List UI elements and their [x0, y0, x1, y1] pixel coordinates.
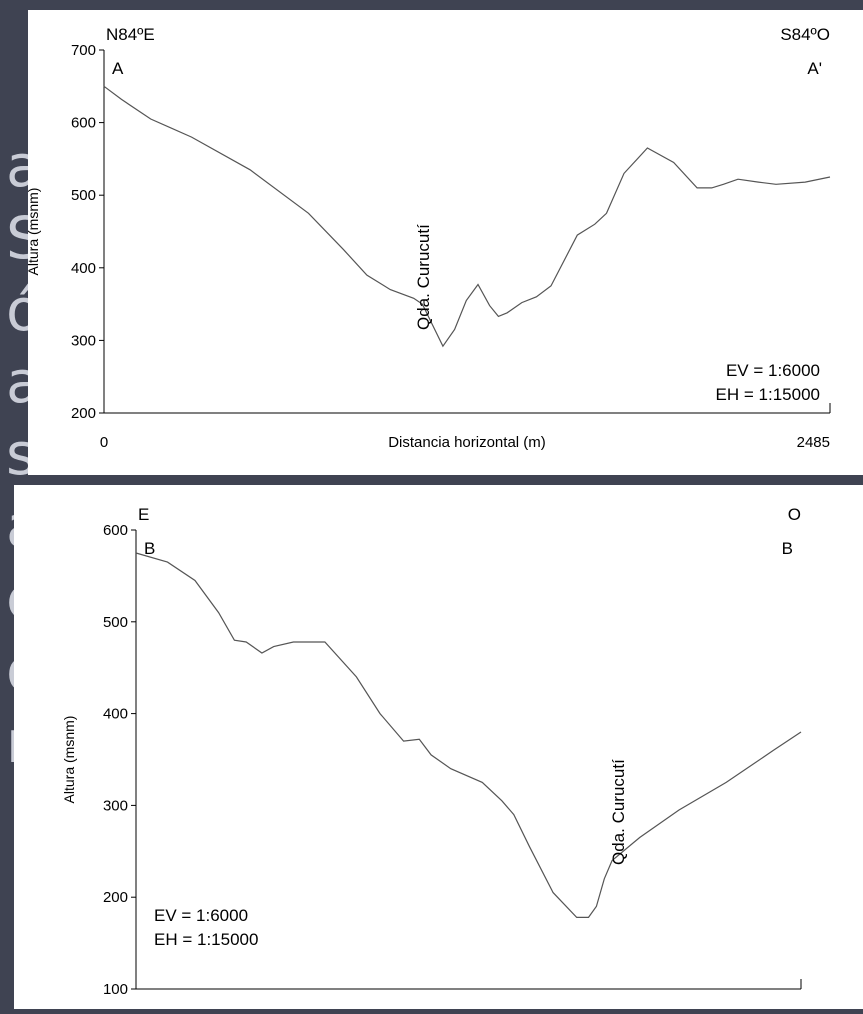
profile-chart-a-svg: 200 300 400 500 600 700 0 2485 Distancia horizon…	[25, 25, 831, 451]
terrain-profile-line	[103, 85, 831, 348]
y-tick-label: 700	[71, 42, 96, 59]
endpoint-label-start: A	[112, 59, 124, 78]
endpoint-label-end: A'	[807, 59, 822, 78]
scale-label: EV = 1:6000	[154, 906, 248, 925]
y-tick-label: 200	[71, 405, 96, 422]
scale-label: EV = 1:6000	[726, 361, 820, 380]
valley-annotation: Qda. Curucutí	[609, 759, 628, 865]
y-tick-label: 200	[103, 889, 128, 906]
y-tick-label: 300	[103, 797, 128, 814]
y-axis-label: Altura (msnm)	[61, 716, 77, 804]
y-tick-label: 400	[103, 706, 128, 723]
x-tick-label-end: 2485	[797, 434, 830, 451]
x-axis-label: Distancia horizontal (m)	[388, 434, 546, 451]
y-axis-label: Altura (msnm)	[28, 188, 41, 276]
orientation-label-right: S84ºO	[780, 25, 830, 44]
orientation-label-right: O	[788, 505, 801, 524]
endpoint-label-end: B	[782, 539, 793, 558]
terrain-profile-line	[135, 552, 802, 918]
profile-chart-a: 200 300 400 500 600 700 0 2485 Distancia horizon…	[25, 10, 863, 475]
y-tick-label: 400	[71, 260, 96, 277]
valley-annotation: Qda. Curucutí	[414, 224, 433, 330]
scale-label: EH = 1:15000	[716, 385, 820, 404]
y-tick-label: 100	[103, 981, 128, 998]
y-tick-label: 500	[103, 614, 128, 631]
y-tick-label: 300	[71, 332, 96, 349]
y-tick-label: 600	[71, 115, 96, 132]
x-tick-label-start: 0	[100, 434, 108, 451]
y-tick-label: 500	[71, 187, 96, 204]
endpoint-label-start: B	[144, 539, 155, 558]
scale-label: EH = 1:15000	[154, 930, 258, 949]
orientation-label-left: E	[138, 505, 149, 524]
y-tick-label: 600	[103, 522, 128, 539]
profile-chart-b: 10020030040050060001690Distancia horizon…	[14, 485, 863, 1014]
profile-chart-b-svg: 10020030040050060001690Distancia horizon…	[61, 505, 802, 1014]
orientation-label-left: N84ºE	[106, 25, 155, 44]
